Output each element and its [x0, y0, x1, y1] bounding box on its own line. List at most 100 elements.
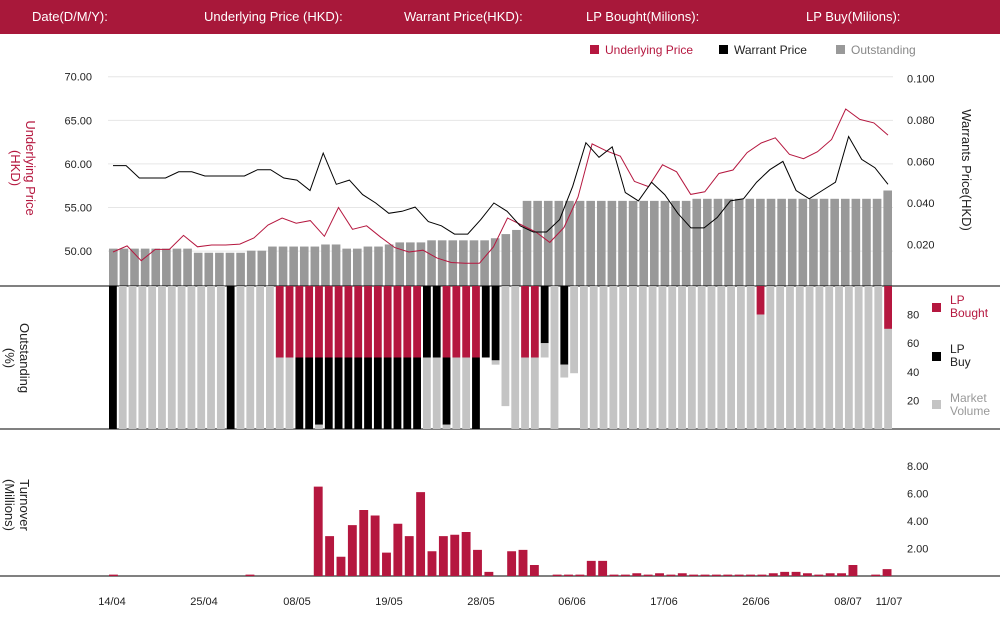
legend-outstanding-swatch: [836, 45, 845, 54]
market-volume-bar: [795, 286, 804, 429]
outstanding-bar: [119, 248, 129, 286]
market-volume-bar: [530, 357, 539, 429]
legend-market-volume-label-line: Volume: [950, 404, 990, 418]
outstanding-bar: [713, 198, 723, 286]
legend-lp-buy-label-line: LP: [950, 342, 965, 356]
outstanding-bar: [819, 198, 829, 286]
market-volume-bar: [746, 286, 755, 429]
outstanding-bar: [130, 248, 139, 286]
outstanding-bar: [565, 200, 574, 286]
lp-buy-bar: [481, 286, 490, 358]
market-volume-bar: [805, 286, 814, 429]
market-volume-bar: [815, 286, 824, 429]
outstanding-bar: [363, 246, 373, 286]
outstanding-bar: [872, 198, 882, 286]
legend-lp-buy-label-line: Buy: [950, 355, 971, 369]
y-turnover-tick: 6.00: [907, 489, 928, 501]
outstanding-bar: [756, 198, 765, 286]
lp-bought-bar: [530, 286, 539, 358]
turnover-bar: [746, 574, 755, 576]
market-volume-bar: [589, 286, 598, 429]
outstanding-bar: [215, 252, 224, 286]
outstanding-bar: [480, 240, 489, 286]
outstanding-bar: [692, 198, 702, 286]
outstanding-bar: [522, 200, 532, 286]
market-volume-bar: [884, 328, 892, 429]
outstanding-bar: [331, 244, 341, 286]
outstanding-bar: [798, 198, 808, 286]
outstanding-bar: [395, 242, 405, 286]
market-volume-bar: [511, 286, 520, 429]
lp-buy-bar: [373, 357, 382, 429]
lp-bought-label: LP Bought(Milions):: [586, 9, 700, 24]
legend-lp-buy-label: LP Buy: [950, 342, 971, 369]
market-volume-bar: [207, 286, 215, 429]
underlying-price-label: Underlying Price (HKD):: [204, 9, 343, 24]
lp-bought-bar: [285, 286, 294, 358]
outstanding-bar: [639, 200, 649, 286]
outstanding-bar: [851, 198, 861, 286]
market-volume-bar: [266, 286, 274, 429]
y-left-tick: 70.00: [64, 72, 92, 84]
lp-buy-bar: [344, 357, 353, 429]
turnover-bar: [586, 560, 596, 576]
legend-lp-bought-label-line: LP: [950, 293, 965, 307]
y-outstanding-axis-title: Outstanding(%): [2, 323, 32, 393]
outstanding-bar: [342, 248, 351, 286]
outstanding-bar: [490, 238, 500, 286]
market-volume-bar: [707, 286, 716, 429]
lp-buy-label: LP Buy(Milions):: [806, 9, 901, 24]
lp-buy-bar: [491, 286, 500, 361]
market-volume-bar: [423, 357, 431, 429]
y-right-tick: 0.020: [907, 239, 935, 251]
turnover-bar: [347, 525, 357, 576]
y-left-tick: 50.00: [64, 246, 92, 258]
turnover-bar: [313, 486, 323, 576]
outstanding-bar: [512, 229, 521, 286]
turnover-bar: [370, 515, 380, 576]
turnover-panel: 8.00 6.00 4.00 2.00 Turnover(Millions): [0, 461, 1000, 577]
outstanding-bar: [766, 198, 776, 286]
outstanding-bar: [437, 240, 447, 286]
lp-buy-bar: [383, 357, 392, 429]
market-volume-bar: [216, 286, 225, 429]
market-volume-bar: [648, 286, 657, 429]
outstanding-bar: [321, 244, 330, 286]
outstanding-bar: [533, 200, 542, 286]
y-outstanding-axis-title-line: (%): [2, 348, 17, 368]
turnover-bar: [768, 573, 778, 576]
turnover-bar: [666, 574, 676, 576]
price-panel: 70.00 65.00 60.00 55.00 50.00 0.100 0.080 0.060…: [8, 72, 974, 286]
y-turnover-axis-title: Turnover(Millions): [2, 479, 32, 531]
x-tick-label: 19/05: [375, 596, 403, 608]
x-axis: 14/04 25/04 08/05 19/05 28/05 06/06 17/06 26/06…: [98, 596, 902, 608]
lp-buy-bar: [324, 357, 333, 429]
warrant-price-label: Warrant Price(HKD):: [404, 9, 523, 24]
market-volume-bar: [766, 286, 775, 429]
market-volume-bar: [874, 286, 883, 429]
turnover-bar: [552, 574, 562, 576]
turnover-bar: [529, 565, 539, 576]
market-volume-bar: [697, 286, 706, 429]
info-header: Date(D/M/Y): Underlying Price (HKD): War…: [0, 0, 1000, 34]
lp-buy-bar: [423, 286, 431, 358]
turnover-bar: [882, 569, 892, 576]
lp-buy-bar: [432, 286, 441, 358]
market-volume-bar: [275, 357, 284, 429]
market-volume-bar: [118, 286, 127, 429]
market-volume-bar: [167, 286, 176, 429]
x-tick-label: 28/05: [467, 596, 495, 608]
warrant-chart: 70.00 65.00 60.00 55.00 50.00 0.100 0.080 0.060…: [0, 43, 1000, 608]
lp-bought-bar: [462, 286, 471, 358]
lp-buy-bar: [226, 286, 235, 429]
outstanding-bar: [299, 246, 309, 286]
turnover-bar: [109, 574, 118, 576]
turnover-bar: [677, 573, 687, 576]
legend-lp-bought-label: LP Bought: [950, 293, 989, 320]
lp-bought-bar: [324, 286, 333, 358]
outstanding-bar: [310, 246, 320, 286]
y-right-axis-title: Warrants Price(HKD): [959, 109, 974, 231]
turnover-bar: [427, 551, 437, 576]
outstanding-bar: [406, 242, 415, 286]
turnover-bar: [848, 565, 858, 576]
